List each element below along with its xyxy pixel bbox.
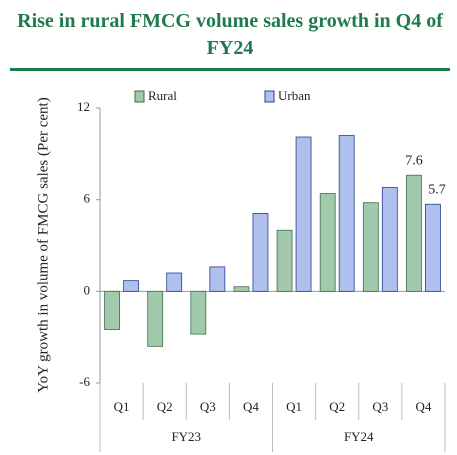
x-tick-label: Q2 (157, 399, 173, 414)
value-label: 7.6 (405, 153, 423, 168)
legend-swatch (134, 90, 145, 103)
bar (406, 174, 422, 292)
bar (233, 286, 250, 292)
bar (381, 187, 398, 292)
bar (338, 135, 355, 292)
chart-title: Rise in rural FMCG volume sales growth i… (17, 10, 443, 59)
bar (166, 272, 183, 292)
legend-label: Urban (278, 88, 311, 103)
group-label: FY24 (344, 429, 374, 444)
group-label: FY23 (171, 429, 201, 444)
y-axis-label: YoY growth in volume of FMCG sales (Per … (35, 97, 51, 392)
bar (123, 280, 139, 292)
bar (209, 266, 226, 292)
y-tick-label: 6 (84, 191, 91, 206)
bar (147, 290, 164, 347)
bar (252, 213, 269, 292)
legend-swatch (264, 90, 275, 103)
bar (104, 290, 120, 330)
title-rule (10, 68, 450, 71)
bar (319, 193, 336, 292)
x-tick-label: Q1 (286, 399, 302, 414)
x-tick-label: Q4 (415, 399, 431, 414)
x-tick-label: Q2 (329, 399, 345, 414)
x-tick-label: Q3 (372, 399, 388, 414)
x-tick-label: Q4 (243, 399, 259, 414)
bar (425, 203, 441, 292)
bar (190, 290, 207, 335)
bar (295, 136, 312, 292)
x-tick-label: Q3 (200, 399, 216, 414)
x-tick-label: Q1 (114, 399, 130, 414)
bar (276, 229, 293, 292)
value-label: 5.7 (428, 182, 446, 197)
legend-label: Rural (148, 88, 177, 103)
y-tick-label: 12 (77, 99, 90, 114)
y-tick-label: -6 (79, 374, 90, 389)
bar (362, 202, 379, 292)
y-tick-label: 0 (84, 282, 91, 297)
